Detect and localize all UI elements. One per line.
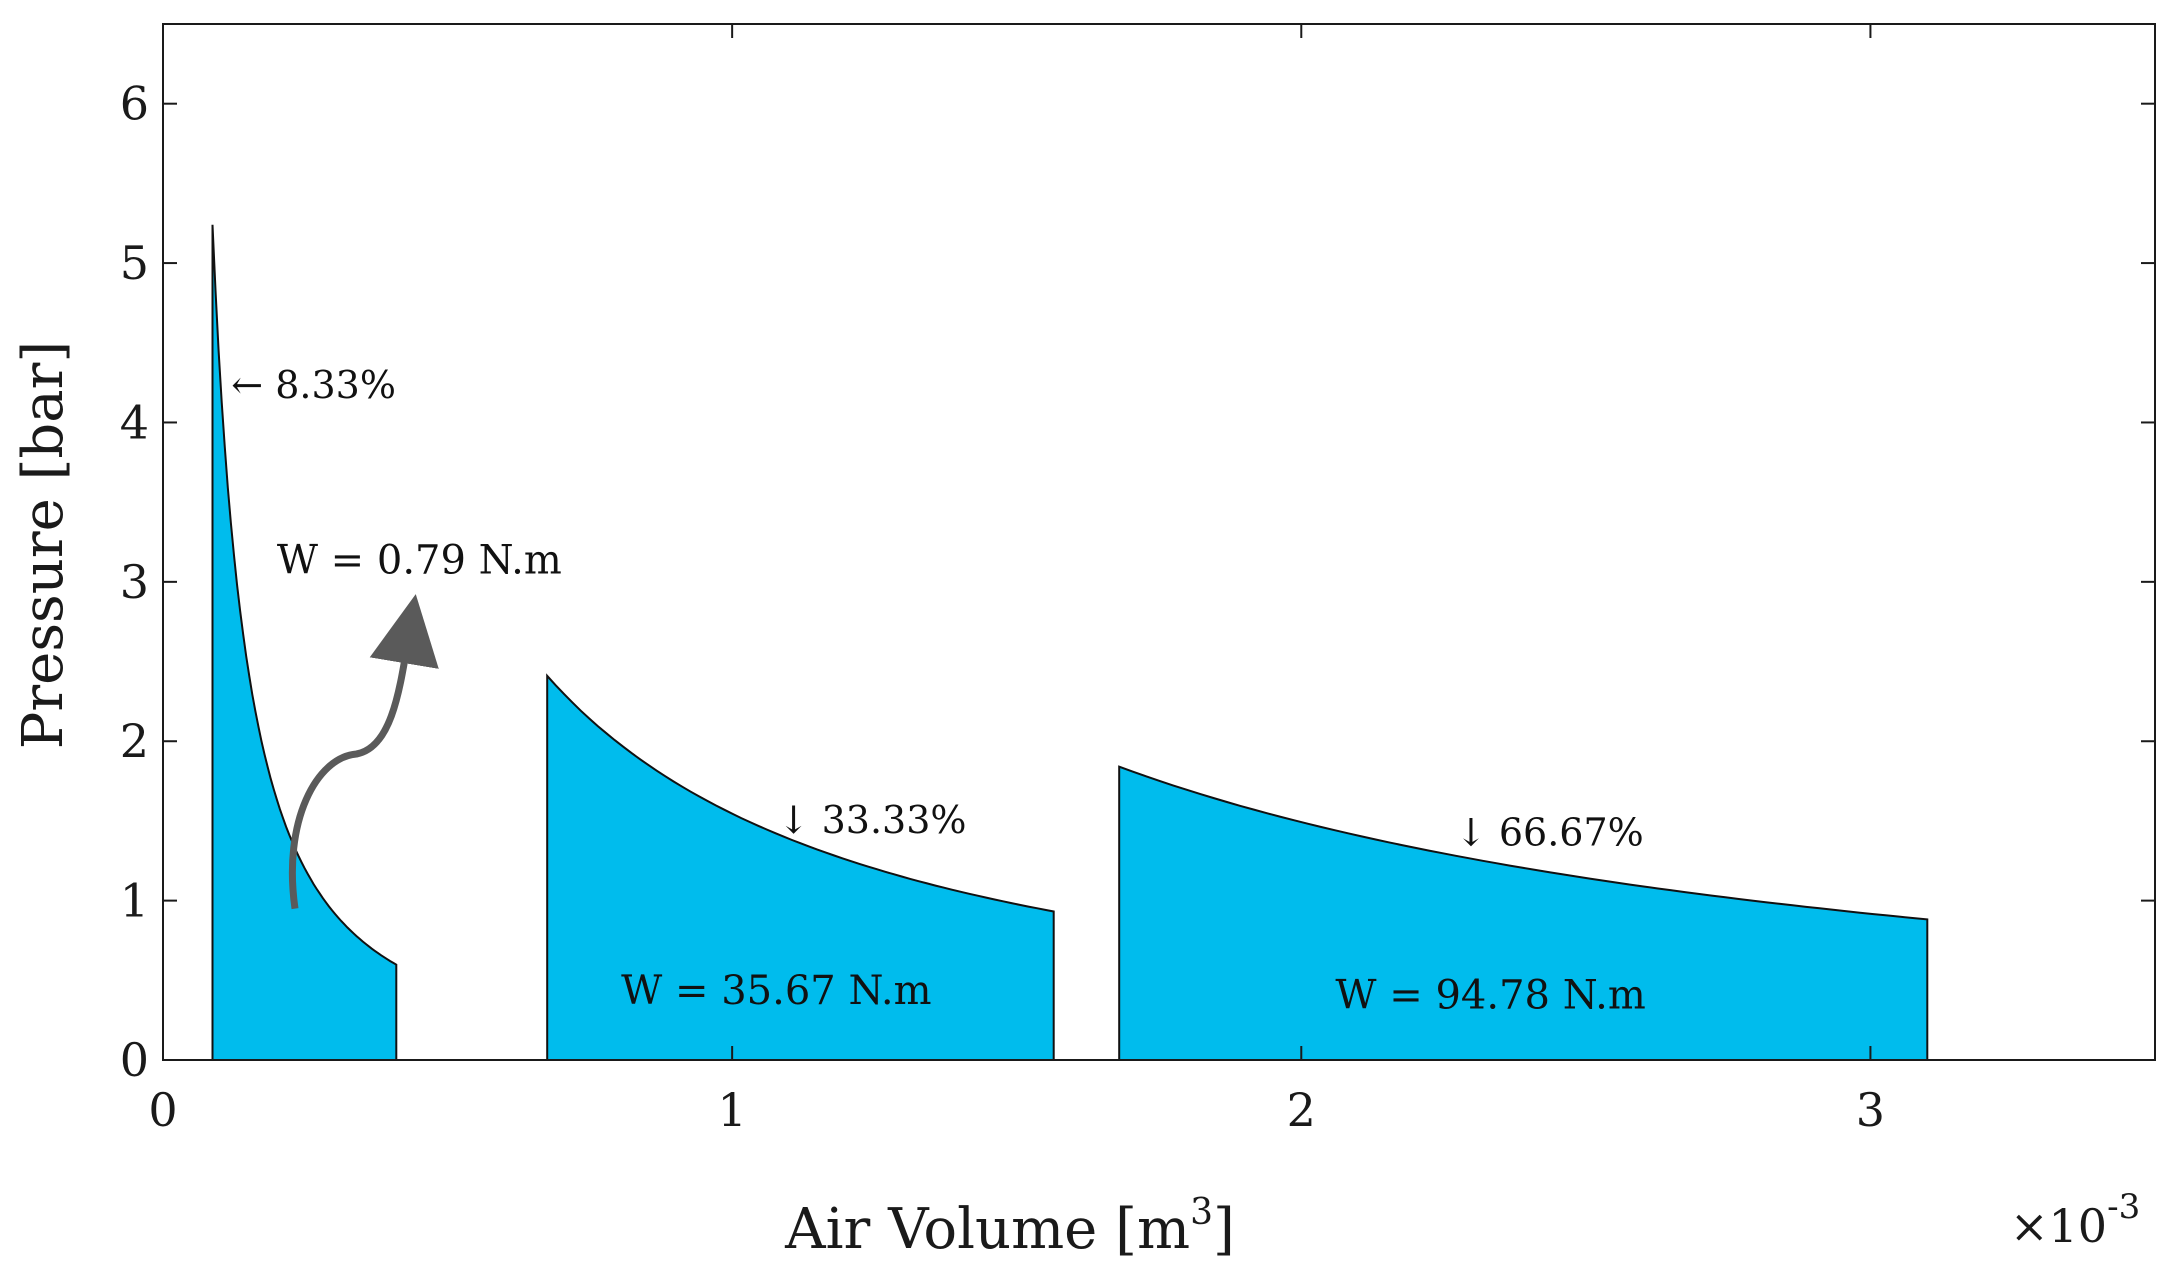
x-tick-label-0: 0: [148, 1083, 177, 1137]
work-label-work-3: W = 94.78 N.m: [1335, 973, 1645, 1019]
x-axis-label-text: Air Volume [m: [784, 1197, 1190, 1262]
x-tick-label-2: 2: [1287, 1083, 1316, 1137]
x-tick-label-1: 1: [718, 1083, 747, 1137]
annotation-group: ← 8.33% ↓ 33.33% ↓ 66.67% W = 0.79 N.m W = 3…: [231, 363, 1646, 1019]
annotation-pct-2: ↓ 33.33%: [778, 798, 967, 842]
x-axis-label: Air Volume [m3]: [784, 1192, 1235, 1262]
x-axis-multiplier-base: ×10: [2010, 1199, 2107, 1253]
tick-group: 0 1 2 3 0 1 2 3 4 5 6: [120, 24, 2155, 1137]
y-tick-label-6: 6: [120, 77, 149, 131]
area-series-3: [1118, 765, 1929, 1061]
y-tick-label-1: 1: [120, 874, 149, 928]
y-axis-label: Pressure [bar]: [11, 341, 76, 750]
y-tick-label-3: 3: [120, 555, 149, 609]
x-axis-label-superscript: 3: [1190, 1192, 1213, 1233]
area-series-group: [211, 224, 1929, 1061]
x-axis-multiplier-exponent: -3: [2107, 1187, 2140, 1227]
y-tick-label-0: 0: [120, 1033, 149, 1087]
y-tick-label-4: 4: [120, 395, 149, 449]
annotation-pct-1: ← 8.33%: [231, 363, 396, 407]
plot-frame: [162, 23, 2156, 1061]
area-series-1: [211, 224, 398, 1061]
area-series-2: [546, 673, 1055, 1061]
annotation-pct-3: ↓ 66.67%: [1455, 811, 1644, 855]
callout-arrow: [288, 594, 439, 910]
x-axis-label-close: ]: [1213, 1197, 1235, 1262]
y-tick-label-5: 5: [120, 236, 149, 290]
x-tick-label-3: 3: [1856, 1083, 1885, 1137]
y-tick-label-2: 2: [120, 714, 149, 768]
work-label-work-1: W = 0.79 N.m: [277, 538, 562, 584]
work-label-work-2: W = 35.67 N.m: [621, 968, 931, 1014]
x-axis-multiplier: ×10-3: [2010, 1187, 2140, 1253]
